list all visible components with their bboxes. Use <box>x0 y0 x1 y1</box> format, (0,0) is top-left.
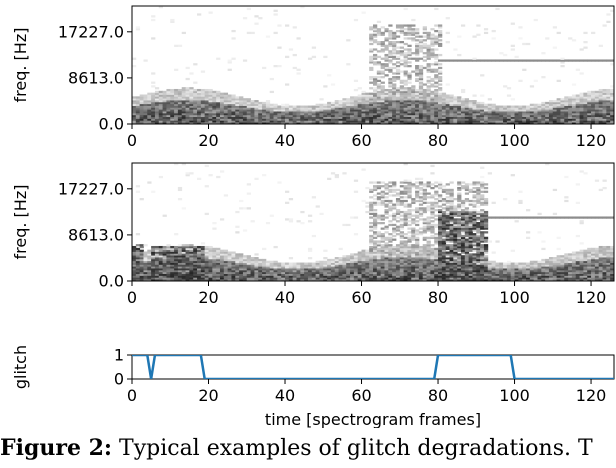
y-axis-label: freq. [Hz] <box>11 185 30 260</box>
x-axis-label: time [spectrogram frames] <box>265 410 481 428</box>
x-tick-label: 20 <box>198 131 218 150</box>
figure-caption: Figure 2: Typical examples of glitch deg… <box>0 428 616 468</box>
x-tick-label: 40 <box>275 386 295 405</box>
x-tick-label: 60 <box>351 131 371 150</box>
y-tick-label: 0 <box>114 370 124 389</box>
axes-frame <box>131 162 615 282</box>
x-tick-label: 120 <box>576 131 607 150</box>
y-axis-label: glitch <box>11 345 30 389</box>
axes-frame <box>131 5 615 125</box>
spectrogram-glitched-panel: 0 20 40 60 80 100 120 0.0 8613.0 17227.0 freq. [Hz… <box>11 162 615 307</box>
x-tick-label: 80 <box>428 131 448 150</box>
x-tick-label: 100 <box>499 131 530 150</box>
y-tick-label: 0.0 <box>99 115 124 134</box>
x-tick-label: 120 <box>576 386 607 405</box>
glitch-indicator-panel: 0 20 40 60 80 100 120 0 1 glitch time [spectrogram… <box>11 345 615 428</box>
x-tick-label: 0 <box>127 131 137 150</box>
x-tick-label: 80 <box>428 288 448 307</box>
glitch-series-line <box>132 355 614 379</box>
x-tick-label: 120 <box>576 288 607 307</box>
spectrogram-clean-panel: 0 20 40 60 80 100 120 0.0 8613.0 17227.0 freq. [Hz… <box>11 5 615 150</box>
x-tick-label: 80 <box>428 386 448 405</box>
caption-label: Figure 2: <box>0 435 113 461</box>
x-tick-label: 20 <box>198 288 218 307</box>
y-tick-label: 17227.0 <box>58 22 124 41</box>
x-tick-label: 0 <box>127 288 137 307</box>
x-tick-label: 60 <box>351 386 371 405</box>
y-tick-label: 8613.0 <box>68 225 124 244</box>
y-axis-label: freq. [Hz] <box>11 28 30 103</box>
y-tick-label: 1 <box>114 346 124 365</box>
spectrogram-cells <box>132 163 614 281</box>
x-tick-label: 100 <box>499 386 530 405</box>
x-tick-label: 40 <box>275 288 295 307</box>
x-tick-label: 100 <box>499 288 530 307</box>
caption-text: Typical examples of glitch degradations.… <box>112 436 593 461</box>
y-tick-label: 0.0 <box>99 272 124 291</box>
x-tick-label: 60 <box>351 288 371 307</box>
y-tick-label: 8613.0 <box>68 68 124 87</box>
x-tick-label: 0 <box>127 386 137 405</box>
x-tick-label: 40 <box>275 131 295 150</box>
x-tick-label: 20 <box>198 386 218 405</box>
y-tick-label: 17227.0 <box>58 179 124 198</box>
spectrogram-cells <box>132 6 614 124</box>
